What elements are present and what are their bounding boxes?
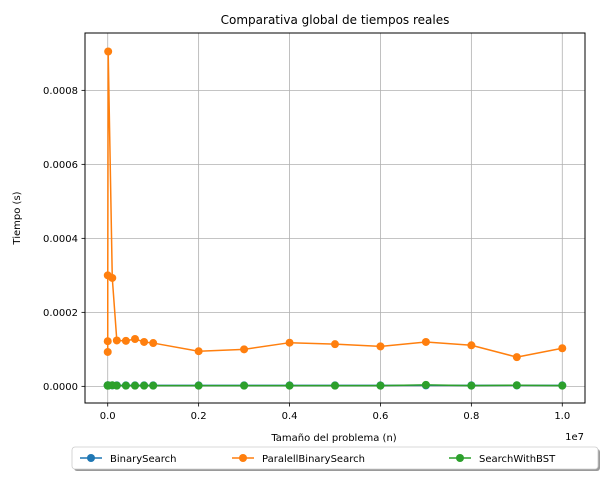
legend-marker [87, 454, 95, 462]
data-point [558, 381, 567, 390]
data-point [558, 344, 567, 353]
data-point [467, 341, 476, 350]
data-point [140, 381, 149, 390]
x-tick-label: 0.6 [373, 411, 389, 422]
y-axis: 0.0000 0.0002 0.0004 0.0006 0.0008 [43, 86, 85, 393]
x-tick-label: 0.8 [463, 411, 479, 422]
y-tick-label: 0.0000 [43, 382, 78, 393]
x-tick-label: 0.2 [191, 411, 207, 422]
data-point [112, 336, 121, 345]
data-point [421, 380, 430, 389]
data-point [194, 347, 203, 356]
data-point [112, 381, 121, 390]
y-tick-label: 0.0002 [43, 308, 78, 319]
data-point [131, 381, 139, 390]
legend-marker [456, 454, 464, 462]
data-point [240, 345, 249, 354]
data-point [512, 353, 521, 362]
legend-label: ParalellBinarySearch [262, 454, 365, 465]
data-point [376, 342, 385, 351]
legend-item-BinarySearch: BinarySearch [80, 454, 177, 465]
data-point [512, 381, 521, 390]
legend: BinarySearch ParalellBinarySearch SearchWi… [71, 446, 600, 471]
legend-item-ParalellBinarySearch: ParalellBinarySearch [232, 454, 365, 465]
y-tick-label: 0.0008 [43, 86, 78, 97]
data-point [421, 337, 430, 346]
y-tick-label: 0.0004 [43, 234, 78, 245]
y-tick-label: 0.0006 [43, 160, 78, 171]
data-point [467, 381, 476, 390]
data-point [103, 337, 112, 346]
x-tick-label: 0.0 [100, 411, 116, 422]
legend-label: SearchWithBST [479, 454, 556, 465]
plot-frame [84, 32, 586, 404]
series-SearchWithBST [103, 380, 567, 390]
x-tick-label: 1.0 [554, 411, 570, 422]
legend-label: BinarySearch [110, 454, 177, 465]
legend-marker [239, 454, 247, 462]
chart-title: Comparativa global de tiempos reales [221, 13, 450, 27]
data-point [285, 381, 294, 390]
data-point [121, 381, 130, 390]
data-point [131, 334, 139, 343]
data-point [149, 339, 158, 348]
data-point [104, 47, 113, 56]
x-axis-label: Tamaño del problema (n) [270, 433, 396, 444]
series-ParalellBinarySearch [103, 47, 567, 362]
data-point [285, 338, 294, 347]
plot-series [103, 47, 567, 390]
x-axis-offset-label: 1e7 [565, 432, 584, 443]
x-tick-label: 0.4 [282, 411, 298, 422]
data-point [149, 381, 158, 390]
data-point [140, 337, 149, 346]
legend-item-SearchWithBST: SearchWithBST [449, 454, 556, 465]
data-point [108, 273, 117, 282]
legend-box [71, 446, 599, 470]
data-point [376, 381, 385, 390]
y-axis-label: Tiempo (s) [12, 191, 23, 245]
x-axis: 0.0 0.2 0.4 0.6 0.8 1.0 [100, 403, 570, 422]
data-point [103, 347, 112, 356]
data-point [194, 381, 203, 390]
data-point [331, 381, 339, 390]
data-point [240, 381, 249, 390]
data-point [121, 336, 130, 345]
data-point [331, 340, 339, 349]
